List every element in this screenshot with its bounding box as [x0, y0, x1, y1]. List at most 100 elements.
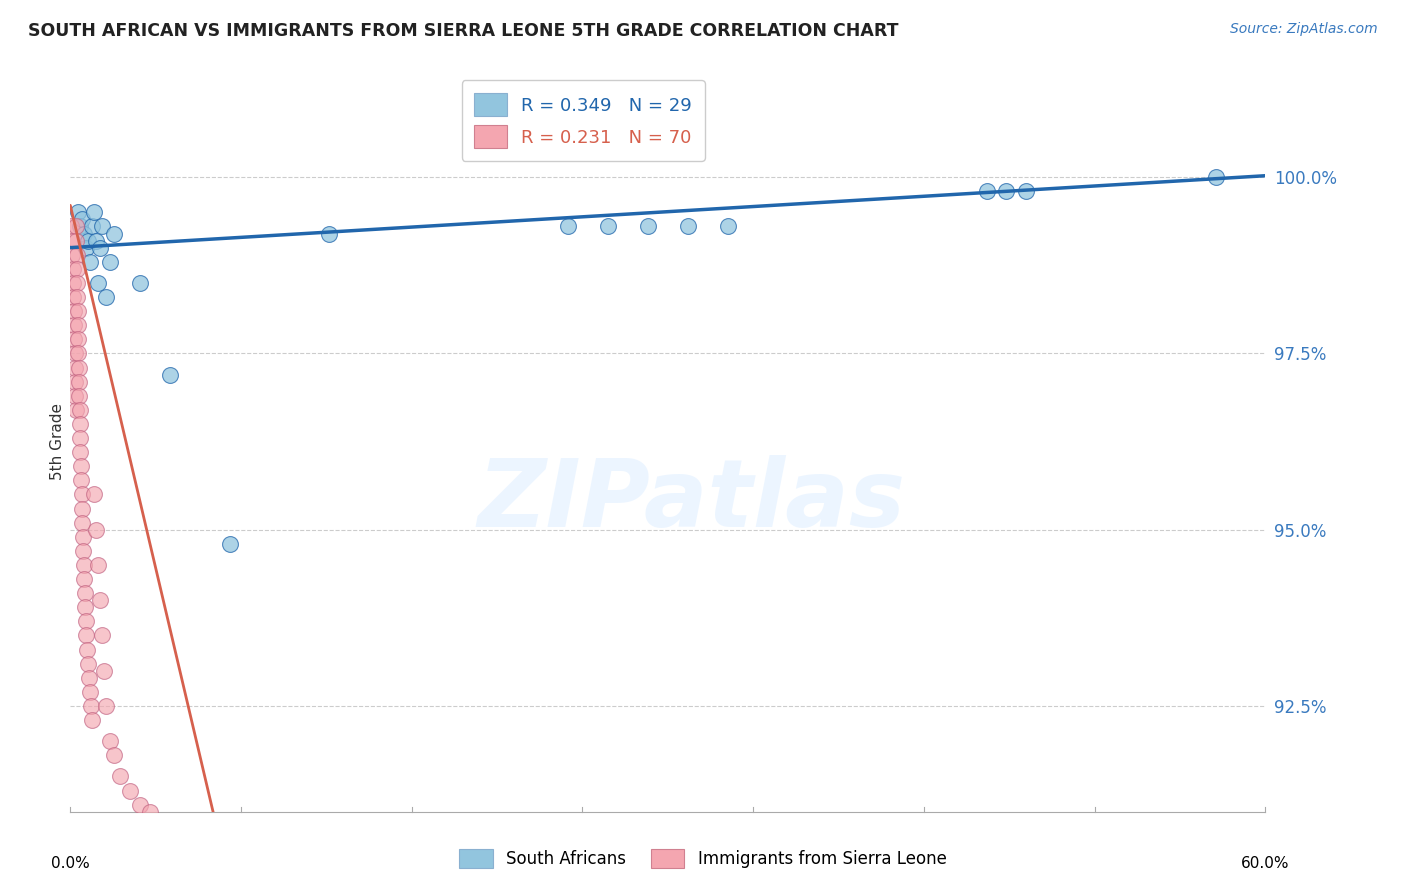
- Point: [73, 572, 96, 586]
- Point: [69, 417, 91, 431]
- Point: [66, 248, 89, 262]
- Point: [87, 558, 110, 572]
- Point: [84, 523, 107, 537]
- Point: [108, 769, 131, 783]
- Y-axis label: 5th Grade: 5th Grade: [49, 403, 65, 480]
- Point: [75, 241, 97, 255]
- Point: [63, 346, 86, 360]
- Point: [72, 544, 94, 558]
- Point: [129, 276, 152, 290]
- Point: [75, 600, 97, 615]
- Point: [80, 698, 103, 713]
- Point: [70, 212, 93, 227]
- Point: [198, 889, 221, 892]
- Point: [65, 389, 87, 403]
- Point: [91, 219, 114, 234]
- Point: [67, 375, 90, 389]
- Point: [60, 219, 83, 234]
- Point: [83, 487, 105, 501]
- Point: [69, 431, 91, 445]
- Point: [67, 360, 90, 375]
- Point: [69, 402, 91, 417]
- Point: [66, 318, 89, 333]
- Point: [66, 276, 89, 290]
- Point: [67, 389, 90, 403]
- Point: [318, 227, 340, 241]
- Point: [79, 685, 101, 699]
- Point: [717, 219, 740, 234]
- Point: [62, 261, 84, 276]
- Point: [65, 402, 87, 417]
- Point: [76, 642, 98, 657]
- Point: [77, 234, 100, 248]
- Point: [72, 530, 94, 544]
- Point: [188, 875, 211, 889]
- Point: [67, 332, 90, 346]
- Point: [1205, 170, 1227, 185]
- Point: [159, 368, 181, 382]
- Point: [976, 184, 998, 198]
- Point: [66, 304, 89, 318]
- Text: 60.0%: 60.0%: [1241, 856, 1289, 871]
- Point: [60, 248, 83, 262]
- Point: [82, 713, 104, 727]
- Point: [62, 276, 84, 290]
- Text: Source: ZipAtlas.com: Source: ZipAtlas.com: [1230, 22, 1378, 37]
- Point: [139, 805, 162, 819]
- Point: [75, 615, 97, 629]
- Text: SOUTH AFRICAN VS IMMIGRANTS FROM SIERRA LEONE 5TH GRADE CORRELATION CHART: SOUTH AFRICAN VS IMMIGRANTS FROM SIERRA …: [28, 22, 898, 40]
- Point: [103, 748, 125, 763]
- Point: [598, 219, 620, 234]
- Point: [73, 227, 96, 241]
- Point: [65, 375, 87, 389]
- Legend: R = 0.349   N = 29, R = 0.231   N = 70: R = 0.349 N = 29, R = 0.231 N = 70: [461, 80, 704, 161]
- Point: [96, 290, 118, 304]
- Point: [557, 219, 579, 234]
- Point: [63, 318, 86, 333]
- Point: [70, 501, 93, 516]
- Point: [69, 219, 91, 234]
- Point: [98, 254, 121, 268]
- Point: [995, 184, 1018, 198]
- Point: [62, 304, 84, 318]
- Text: ZIPatlas: ZIPatlas: [478, 455, 905, 547]
- Legend: South Africans, Immigrants from Sierra Leone: South Africans, Immigrants from Sierra L…: [453, 842, 953, 875]
- Point: [1015, 184, 1038, 198]
- Point: [66, 290, 89, 304]
- Point: [93, 664, 115, 678]
- Point: [637, 219, 659, 234]
- Point: [82, 219, 104, 234]
- Point: [62, 290, 84, 304]
- Point: [159, 833, 181, 847]
- Point: [70, 487, 93, 501]
- Point: [79, 254, 101, 268]
- Point: [169, 847, 191, 861]
- Point: [73, 586, 96, 600]
- Point: [179, 861, 201, 875]
- Point: [89, 593, 111, 607]
- Text: 0.0%: 0.0%: [51, 856, 90, 871]
- Point: [65, 219, 87, 234]
- Point: [66, 261, 89, 276]
- Point: [69, 445, 91, 459]
- Point: [87, 276, 110, 290]
- Point: [91, 628, 114, 642]
- Point: [75, 628, 97, 642]
- Point: [149, 819, 172, 833]
- Point: [65, 234, 87, 248]
- Point: [63, 360, 86, 375]
- Point: [89, 241, 111, 255]
- Point: [120, 783, 141, 797]
- Point: [67, 205, 90, 219]
- Point: [63, 332, 86, 346]
- Point: [70, 473, 93, 487]
- Point: [96, 698, 118, 713]
- Point: [70, 516, 93, 530]
- Point: [103, 227, 125, 241]
- Point: [218, 537, 240, 551]
- Point: [67, 346, 90, 360]
- Point: [129, 797, 152, 812]
- Point: [84, 234, 107, 248]
- Point: [69, 459, 91, 474]
- Point: [676, 219, 699, 234]
